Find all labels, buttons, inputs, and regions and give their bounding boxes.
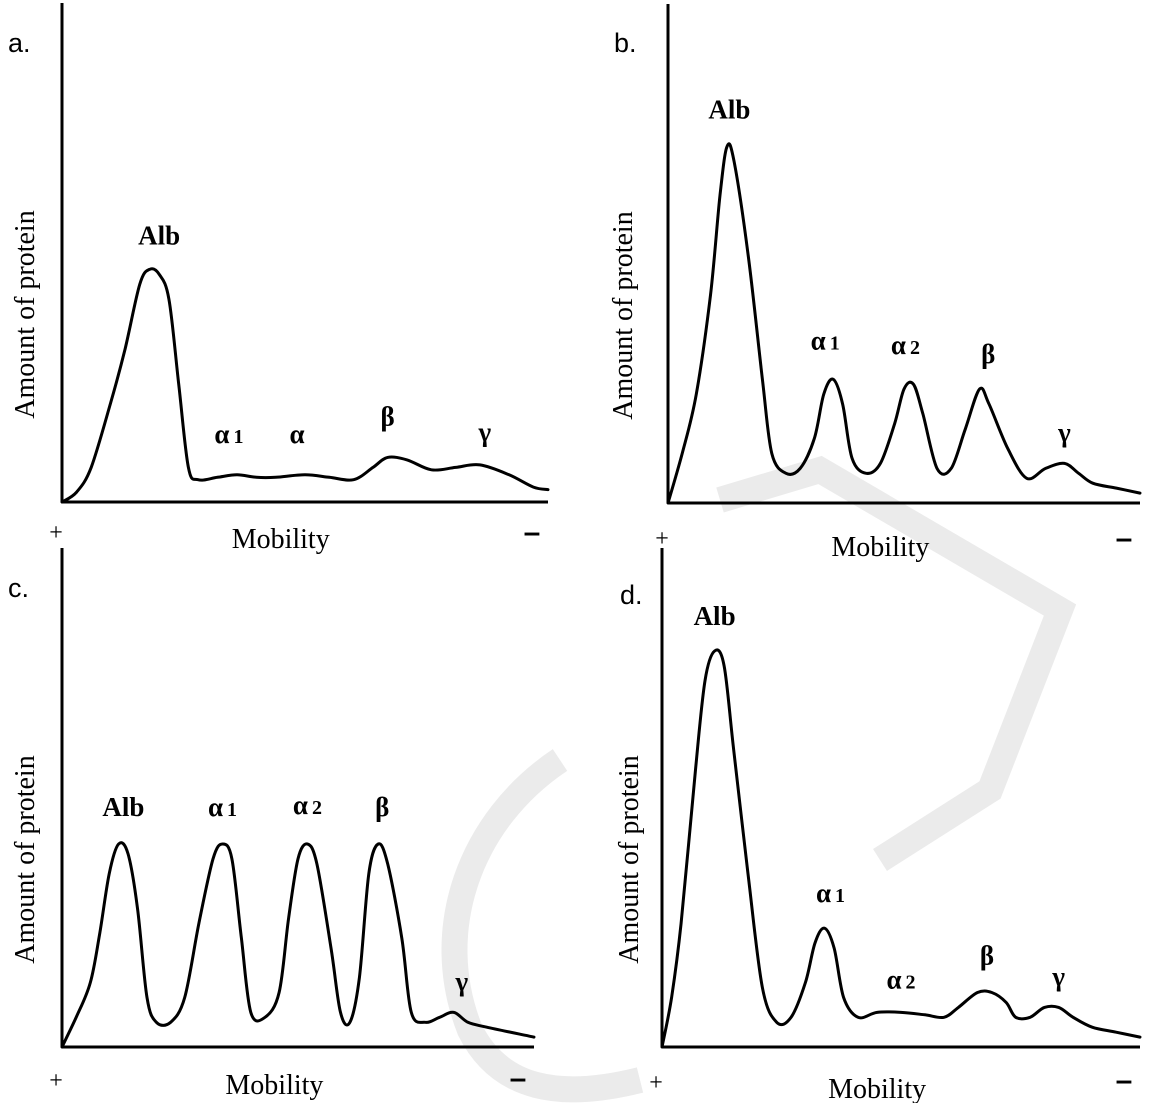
- peak-label-main: Alb: [102, 792, 144, 822]
- panel-b-peak-label: Alb: [708, 95, 750, 125]
- peak-label-main: α: [208, 792, 223, 822]
- panel-d-electropherogram-curve: [660, 648, 1142, 1049]
- peak-label-main: β: [381, 401, 395, 431]
- panel-d-peak-label: β: [980, 941, 994, 971]
- peak-label-main: γ: [477, 417, 491, 447]
- peak-label-subscript: 2: [910, 337, 920, 359]
- peak-label-main: γ: [1057, 417, 1071, 447]
- peak-label-main: β: [981, 339, 995, 369]
- panel-a-letter: a.: [8, 28, 31, 58]
- panel-b-electropherogram-curve: [666, 142, 1142, 505]
- peak-label-main: α: [891, 330, 906, 360]
- peak-label-main: α: [289, 419, 304, 449]
- peak-label-main: β: [375, 792, 389, 822]
- panel-a-peak-label: β: [381, 401, 395, 431]
- panel-c-electropherogram-curve: [60, 841, 536, 1049]
- panel-c-peak-label: β: [375, 792, 389, 822]
- peak-label-main: γ: [1051, 961, 1065, 991]
- panel-c-peak-label: γ: [454, 966, 468, 996]
- panel-c-x-axis-title: Mobility: [225, 1070, 323, 1101]
- peak-label-main: Alb: [708, 95, 750, 125]
- peak-label-main: Alb: [138, 220, 180, 250]
- peak-label-main: β: [980, 941, 994, 971]
- panel-a-cathode-label: –: [524, 516, 541, 549]
- peak-label-subscript: 1: [835, 885, 845, 907]
- panel-b-cathode-label: –: [1116, 522, 1133, 555]
- peak-label-main: α: [214, 419, 229, 449]
- panel-d-y-axis-title: Amount of protein: [614, 755, 645, 963]
- panel-b-y-axis-title: Amount of protein: [608, 211, 639, 419]
- peak-label-main: Alb: [694, 601, 736, 631]
- panel-d-cathode-label: –: [1116, 1064, 1133, 1097]
- panel-c-cathode-label: –: [510, 1062, 527, 1095]
- panel-d-letter: d.: [620, 580, 643, 610]
- panel-b-x-axis-title: Mobility: [831, 532, 929, 563]
- panel-a-peak-label: Alb: [138, 220, 180, 250]
- peak-label-subscript: 1: [233, 426, 243, 448]
- panel-d-anode-label: +: [649, 1070, 663, 1096]
- peak-label-subscript: 2: [312, 797, 322, 819]
- panel-a-y-axis-title: Amount of protein: [10, 210, 41, 418]
- panel-b-letter: b.: [614, 28, 637, 58]
- panel-b-peak-label: β: [981, 339, 995, 369]
- panel-d-peak-label: Alb: [694, 601, 736, 631]
- peak-label-main: γ: [454, 966, 468, 996]
- peak-label-subscript: 1: [830, 332, 840, 354]
- panel-d-x-axis-title: Mobility: [828, 1074, 926, 1103]
- panel-b-anode-label: +: [655, 526, 669, 552]
- panel-a-peak-label: α: [289, 419, 304, 449]
- panel-b-peak-label: γ: [1057, 417, 1071, 447]
- panel-a-electropherogram-curve: [60, 267, 550, 504]
- panel-a-anode-label: +: [49, 520, 63, 546]
- panel-c-anode-label: +: [49, 1068, 63, 1094]
- panel-d-peak-label: γ: [1051, 961, 1065, 991]
- panel-c-peak-label: Alb: [102, 792, 144, 822]
- panel-c-letter: c.: [8, 573, 29, 603]
- peak-label-main: α: [886, 964, 901, 994]
- peak-label-main: α: [293, 790, 308, 820]
- panel-c-y-axis-title: Amount of protein: [10, 755, 41, 963]
- panel-a-x-axis-title: Mobility: [232, 524, 330, 555]
- peak-label-subscript: 2: [906, 971, 916, 993]
- peak-label-main: α: [811, 325, 826, 355]
- watermark: [441, 455, 1077, 1103]
- panel-a-peak-label: γ: [477, 417, 491, 447]
- peak-label-subscript: 1: [227, 799, 237, 821]
- peak-label-main: α: [816, 878, 831, 908]
